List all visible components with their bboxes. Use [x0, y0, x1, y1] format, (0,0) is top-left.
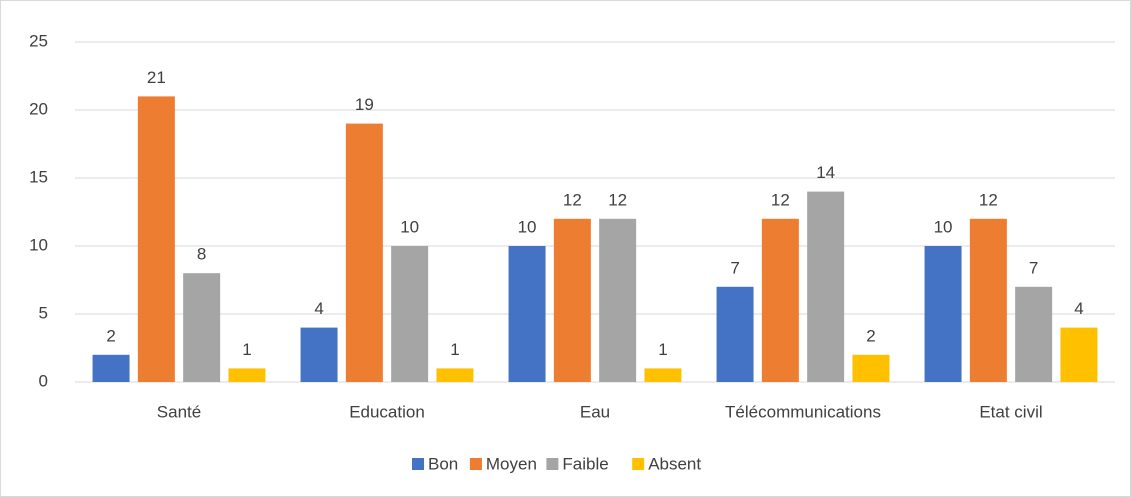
legend-label: Faible [562, 454, 608, 473]
x-tick-label: Eau [580, 402, 610, 421]
data-label: 12 [608, 190, 627, 209]
bar [852, 354, 890, 382]
data-label: 4 [314, 299, 323, 318]
data-label: 7 [1029, 258, 1038, 277]
bar [391, 246, 429, 382]
bar [436, 368, 474, 382]
legend-swatch [469, 458, 482, 470]
data-label: 12 [563, 190, 582, 209]
data-label: 1 [242, 340, 251, 359]
x-tick-label: Education [349, 402, 425, 421]
bar [807, 191, 845, 382]
data-label: 4 [1074, 299, 1083, 318]
x-tick-label: Etat civil [979, 402, 1042, 421]
bar [716, 286, 754, 382]
legend-label: Absent [648, 454, 701, 473]
data-label: 21 [147, 68, 166, 87]
data-label: 12 [771, 190, 790, 209]
x-tick-label: Télécommunications [725, 402, 881, 421]
data-label: 1 [658, 340, 667, 359]
data-label: 1 [450, 340, 459, 359]
data-label: 10 [400, 217, 419, 236]
bar [924, 246, 962, 382]
bar [599, 218, 637, 382]
data-label: 19 [355, 95, 374, 114]
data-label: 7 [730, 258, 739, 277]
data-label: 14 [816, 163, 835, 182]
bar [553, 218, 591, 382]
y-tick-label: 20 [29, 99, 48, 118]
bar [1015, 286, 1053, 382]
legend-swatch [632, 458, 645, 470]
legend-label: Bon [428, 454, 458, 473]
bar [644, 368, 682, 382]
y-tick-label: 10 [29, 235, 48, 254]
bar [137, 96, 175, 383]
bar [969, 218, 1007, 382]
legend-label: Moyen [486, 454, 537, 473]
data-label: 2 [866, 326, 875, 345]
legend-swatch [412, 458, 424, 470]
bar [300, 327, 338, 382]
legend-swatch [546, 458, 559, 470]
x-tick-label: Santé [157, 402, 201, 421]
bar [1060, 327, 1098, 382]
bar [345, 123, 383, 382]
bar [508, 246, 546, 382]
y-tick-label: 0 [39, 371, 48, 390]
bar [761, 218, 799, 382]
y-tick-label: 15 [29, 167, 48, 186]
data-label: 10 [934, 217, 953, 236]
data-label: 10 [518, 217, 537, 236]
data-label: 12 [979, 190, 998, 209]
bar [92, 354, 130, 382]
y-tick-label: 5 [39, 303, 48, 322]
bar [228, 368, 266, 382]
data-label: 8 [197, 245, 206, 264]
data-label: 2 [106, 326, 115, 345]
y-tick-label: 25 [29, 31, 48, 50]
bar [183, 273, 221, 382]
